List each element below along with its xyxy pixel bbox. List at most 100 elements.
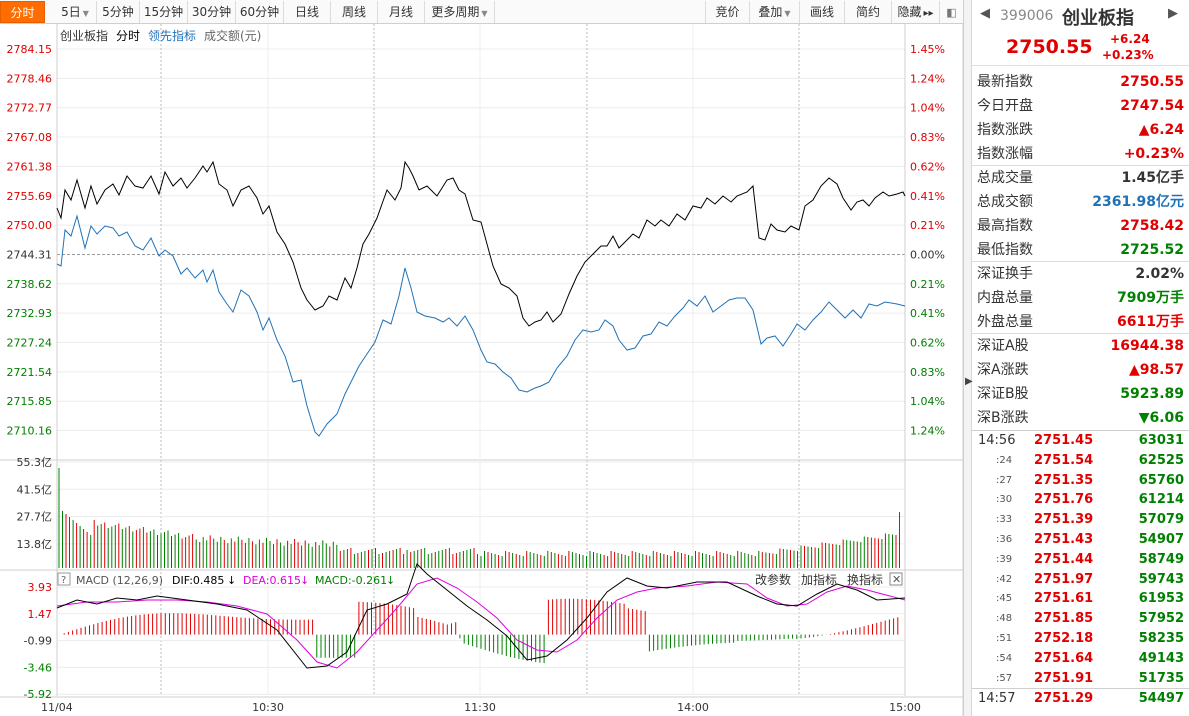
button-label: 叠加	[758, 5, 783, 19]
stat-label: 深B涨跌	[977, 410, 1029, 426]
legend-leading-indicator[interactable]: 领先指标	[148, 28, 196, 43]
hide-panel-button[interactable]: 隐藏 ▸▸	[892, 1, 940, 23]
trade-volume: 61953	[1138, 591, 1184, 607]
macd-header: ? MACD (12,26,9) DIF:0.485 ↓ DEA:0.615 ↓…	[57, 572, 903, 587]
stat-value: 2747.54	[1120, 98, 1184, 114]
trade-row: 14:56 2751.45 63031	[972, 431, 1189, 451]
dropdown-arrow-icon: ▼	[82, 9, 89, 18]
price-lines	[56, 160, 906, 437]
tab-label: 5分钟	[102, 5, 134, 19]
button-label: 简约	[855, 5, 880, 19]
tab-15min[interactable]: 15分钟	[140, 1, 188, 23]
stat-label: 最低指数	[977, 242, 1033, 258]
pct-axis-label: 0.83%	[910, 131, 945, 144]
tab-intraday[interactable]: 分时	[0, 1, 45, 23]
stat-value: 2361.98亿元	[1092, 194, 1184, 210]
tab-monthly[interactable]: 月线	[378, 1, 425, 23]
trade-row: :27 2751.35 65760	[972, 471, 1189, 491]
trade-volume: 51735	[1138, 670, 1184, 686]
tab-5min[interactable]: 5分钟	[97, 1, 140, 23]
macd-axis-label: -3.46	[24, 661, 52, 674]
time-axis-labels: 11/04 10:30 11:30 14:00 15:00	[41, 701, 921, 714]
price-axis-label: 2710.16	[7, 425, 53, 438]
stat-value: 2758.42	[1120, 218, 1184, 234]
simple-mode-button[interactable]: 简约	[845, 1, 892, 23]
trade-row: :51 2752.18 58235	[972, 629, 1189, 649]
current-price: 2750.55	[1006, 36, 1093, 58]
macd-axis-label: -5.92	[24, 688, 52, 701]
stat-row: 最新指数 2750.55	[972, 70, 1189, 94]
stat-row: 内盘总量 7909万手	[972, 286, 1189, 310]
trade-time: :54	[996, 652, 1013, 664]
macd-dea-line	[56, 577, 906, 669]
pct-axis-label: 0.00%	[910, 248, 945, 261]
trade-volume: 62525	[1138, 452, 1184, 468]
stat-row: 深B涨跌 ▼6.06	[972, 406, 1189, 430]
volume-axis-label: 27.7亿	[17, 511, 53, 524]
quote-header: ◀ 399006 创业板指 ▶ 2750.55 +6.24 +0.23%	[972, 0, 1189, 66]
trade-row: 14:57 2751.29 54497	[972, 688, 1189, 708]
tab-5day[interactable]: 5日 ▼	[54, 1, 97, 23]
stat-label: 内盘总量	[977, 290, 1033, 306]
trade-volume: 57079	[1138, 512, 1184, 528]
period-toolbar: 分时 5日 ▼ 5分钟 15分钟 30分钟 60分钟 日线 周线 月线 更多周期 ▼…	[0, 0, 963, 24]
close-indicator-button[interactable]	[889, 572, 903, 586]
button-label: 隐藏	[897, 5, 922, 19]
macd-value-label: MACD:-0.261	[315, 574, 387, 587]
add-indicator-button[interactable]: 加指标	[801, 572, 837, 587]
draw-line-button[interactable]: 画线	[800, 1, 845, 23]
stat-value: 2.02%	[1135, 266, 1184, 282]
trade-volume: 54907	[1138, 531, 1184, 547]
tab-label: 分时	[10, 6, 35, 20]
trade-time: 14:56	[978, 433, 1016, 448]
pct-axis-label: 0.83%	[910, 366, 945, 379]
toolbar-end-icon[interactable]: ◧	[940, 1, 963, 23]
dropdown-arrow-icon: ▼	[784, 9, 791, 18]
pct-axis-label: 0.21%	[910, 219, 945, 232]
next-stock-icon[interactable]: ▶	[1168, 6, 1178, 21]
trade-row: :57 2751.91 51735	[972, 669, 1189, 689]
price-axis-label: 2715.85	[7, 395, 53, 408]
auction-button[interactable]: 竞价	[705, 1, 750, 23]
price-axis-label: 2750.00	[7, 219, 53, 232]
tab-daily[interactable]: 日线	[284, 1, 331, 23]
legend-mode: 分时	[116, 29, 140, 43]
prev-stock-icon[interactable]: ◀	[980, 6, 990, 21]
tab-60min[interactable]: 60分钟	[236, 1, 284, 23]
stat-label: 深A涨跌	[977, 362, 1029, 378]
change-params-button[interactable]: 改参数	[755, 572, 791, 587]
tab-weekly[interactable]: 周线	[331, 1, 378, 23]
stat-label: 指数涨幅	[977, 146, 1033, 162]
stat-row: 今日开盘 2747.54	[972, 94, 1189, 118]
chart-area[interactable]: 2784.15 1.45% 2778.46 1.24% 2772.77 1.04% 2767…	[0, 24, 963, 716]
stat-row: 深证B股 5923.89	[972, 382, 1189, 406]
trade-time: :57	[996, 672, 1013, 684]
trade-volume: 54497	[1138, 691, 1184, 707]
stat-row: 最高指数 2758.42	[972, 214, 1189, 238]
volume-axis-label: 13.8亿	[17, 538, 53, 551]
button-label: 竞价	[715, 5, 740, 19]
trade-volume: 58749	[1138, 551, 1184, 567]
chart-background	[0, 24, 963, 716]
pct-axis-label: 0.41%	[910, 307, 945, 320]
stock-name: 创业板指	[1062, 8, 1134, 29]
macd-help-icon[interactable]	[57, 572, 71, 586]
stat-row: 指数涨幅 +0.23%	[972, 142, 1189, 166]
dropdown-arrow-icon: ▼	[481, 9, 488, 18]
pct-axis-label: 1.04%	[910, 395, 945, 408]
stat-value: ▲98.57	[1128, 362, 1184, 378]
switch-indicator-button[interactable]: 换指标	[847, 572, 883, 587]
tab-label: 月线	[388, 5, 413, 19]
stat-value: 2725.52	[1120, 242, 1184, 258]
price-line	[56, 160, 906, 327]
time-axis-label: 11:30	[464, 701, 496, 714]
stat-value: 5923.89	[1120, 386, 1184, 402]
tab-more-periods[interactable]: 更多周期 ▼	[425, 1, 495, 23]
trade-volume: 59743	[1138, 571, 1184, 587]
overlay-button[interactable]: 叠加 ▼	[750, 1, 800, 23]
macd-plot	[56, 563, 906, 669]
panel-collapse-bar[interactable]: ▶	[964, 0, 973, 716]
tab-30min[interactable]: 30分钟	[188, 1, 236, 23]
time-axis-label: 14:00	[677, 701, 709, 714]
trade-price: 2751.54	[1034, 452, 1094, 468]
